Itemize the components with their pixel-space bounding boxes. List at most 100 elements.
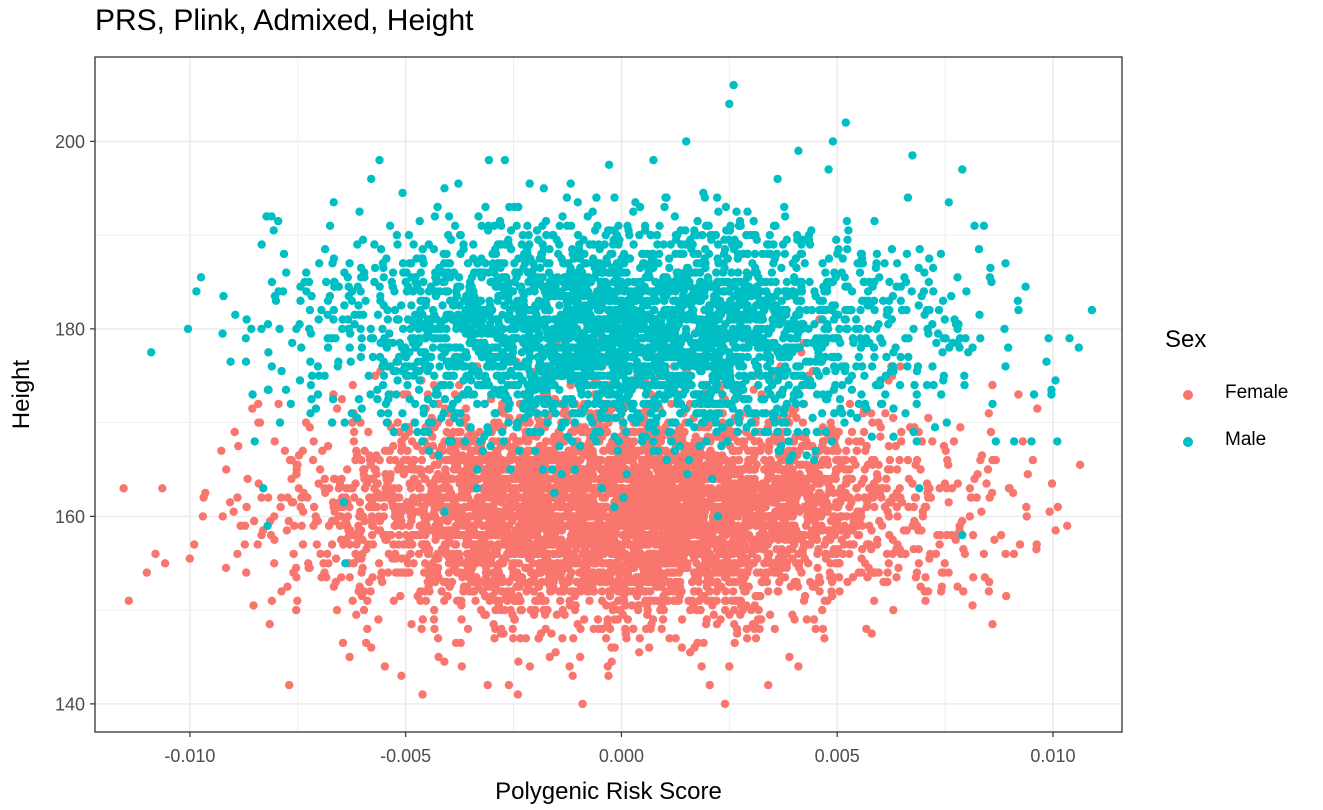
point-female — [297, 521, 306, 530]
point-female — [727, 596, 737, 605]
point-female — [508, 559, 517, 568]
point-female — [374, 615, 383, 624]
point-female — [240, 540, 249, 549]
point-female — [693, 540, 702, 549]
point-female — [764, 512, 774, 521]
point-female — [569, 634, 578, 643]
point-female — [249, 516, 259, 526]
point-female — [804, 559, 813, 568]
point-female — [465, 568, 474, 577]
point-female — [305, 423, 314, 432]
point-female — [337, 474, 346, 484]
point-female — [521, 634, 531, 643]
point-female — [321, 488, 330, 498]
point-female — [737, 573, 746, 582]
point-female — [617, 577, 627, 587]
point-female — [277, 493, 286, 502]
point-female — [257, 530, 266, 540]
point-female — [935, 540, 944, 549]
point-female — [635, 634, 644, 643]
point-female — [442, 455, 451, 465]
point-female — [657, 502, 667, 512]
point-female — [490, 530, 499, 540]
point-female — [503, 596, 512, 605]
point-female — [751, 479, 760, 488]
point-female — [742, 634, 752, 643]
point-female — [778, 530, 787, 540]
point-female — [394, 530, 404, 540]
point-female — [502, 502, 512, 512]
point-female — [289, 498, 298, 507]
point-female — [942, 530, 952, 540]
point-female — [668, 568, 677, 577]
point-female — [629, 545, 638, 554]
point-female — [892, 573, 901, 582]
point-female — [869, 596, 879, 605]
point-female — [709, 610, 718, 619]
point-female — [790, 615, 799, 624]
point-female — [656, 568, 665, 577]
point-female — [610, 615, 619, 624]
point-female — [374, 512, 383, 521]
point-female — [678, 549, 688, 559]
point-female — [487, 554, 496, 563]
point-female — [643, 605, 652, 615]
point-female — [815, 498, 824, 507]
point-female — [701, 620, 711, 629]
point-female — [996, 530, 1006, 540]
point-female — [751, 634, 761, 643]
point-female — [468, 587, 477, 596]
point-female — [677, 643, 687, 652]
point-female — [593, 615, 603, 624]
point-female — [926, 549, 935, 559]
point-female — [234, 441, 243, 451]
point-female — [225, 498, 235, 507]
point-female — [910, 516, 919, 526]
point-female — [433, 634, 443, 643]
point-female — [514, 596, 523, 605]
point-female — [744, 563, 753, 573]
point-female — [407, 437, 417, 446]
point-female — [721, 587, 730, 596]
point-female — [282, 526, 292, 535]
point-female — [217, 446, 226, 455]
point-female — [585, 596, 594, 605]
point-female — [697, 662, 706, 671]
point-female — [862, 624, 871, 634]
point-female — [736, 530, 745, 540]
point-female — [691, 432, 700, 441]
point-female — [449, 427, 458, 437]
point-female — [684, 596, 693, 605]
point-female — [422, 540, 431, 549]
point-female — [218, 512, 227, 521]
point-female — [471, 596, 480, 605]
point-female — [502, 530, 512, 540]
point-female — [382, 474, 391, 484]
point-female — [522, 587, 531, 596]
point-female — [872, 540, 882, 549]
point-female — [721, 605, 730, 615]
point-female — [407, 620, 416, 629]
point-female — [477, 498, 486, 507]
point-female — [1075, 460, 1085, 469]
point-female — [526, 512, 535, 521]
point-female — [609, 455, 618, 465]
point-female — [884, 512, 894, 521]
point-female — [842, 479, 851, 488]
point-female — [490, 545, 499, 554]
point-female — [843, 577, 852, 587]
point-female — [426, 488, 436, 498]
point-female — [514, 437, 523, 446]
point-female — [332, 404, 342, 413]
point-female — [658, 615, 668, 624]
point-female — [253, 540, 262, 549]
point-female — [568, 671, 577, 680]
point-female — [982, 479, 991, 488]
point-female — [1022, 512, 1031, 521]
point-female — [970, 474, 979, 484]
point-female — [370, 502, 379, 512]
point-female — [795, 563, 804, 573]
point-female — [836, 512, 845, 521]
point-female — [558, 634, 567, 643]
point-female — [622, 634, 631, 643]
